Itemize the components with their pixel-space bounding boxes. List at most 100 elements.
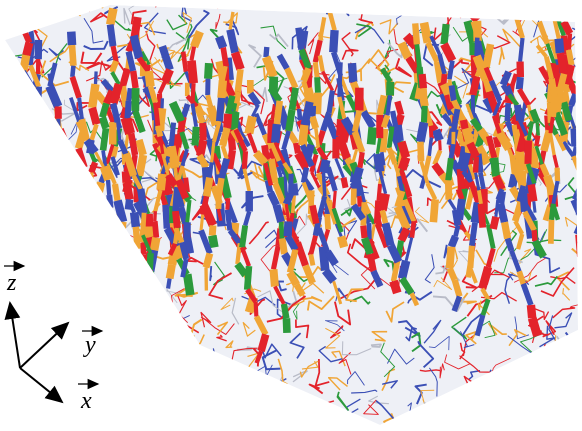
- thick-strand: [451, 209, 462, 227]
- thick-strand: [308, 235, 318, 256]
- thin-strand: [562, 288, 571, 301]
- thick-strand: [207, 162, 214, 178]
- thick-strand: [300, 100, 314, 126]
- thick-strand: [39, 112, 50, 138]
- thick-strand: [576, 177, 578, 189]
- thick-strand: [234, 261, 249, 278]
- thin-strand: [469, 5, 483, 11]
- thick-strand: [110, 71, 121, 86]
- thick-strand: [469, 75, 481, 96]
- thick-strand: [514, 17, 525, 39]
- thin-strand: [40, 274, 47, 288]
- thick-strand: [56, 228, 68, 251]
- thick-strand: [200, 195, 210, 216]
- thick-strand: [156, 173, 167, 191]
- thick-strand: [129, 34, 144, 60]
- thick-strand: [294, 241, 309, 267]
- thick-strand: [317, 55, 325, 72]
- thick-strand: [386, 146, 398, 165]
- thin-strand: [534, 275, 558, 287]
- thick-strand: [146, 270, 159, 292]
- thin-strand: [459, 355, 495, 373]
- thick-strand: [30, 96, 42, 115]
- thick-strand: [111, 183, 121, 202]
- thick-strand: [438, 140, 442, 151]
- thick-strand: [158, 45, 174, 71]
- thick-strand: [215, 97, 225, 122]
- thick-strand: [268, 158, 279, 184]
- thick-strand: [334, 158, 345, 179]
- thick-strand: [555, 73, 568, 98]
- thin-strand: [168, 349, 180, 377]
- thin-strand: [433, 15, 450, 42]
- thin-strand: [341, 31, 354, 57]
- thin-strand: [107, 303, 123, 312]
- thick-strand: [457, 145, 468, 170]
- thick-strand: [44, 129, 57, 150]
- thin-strand: [96, 381, 113, 412]
- thin-strand: [19, 94, 40, 106]
- thick-strand: [312, 39, 323, 63]
- thin-strand: [32, 5, 49, 10]
- thick-strand: [57, 197, 68, 217]
- thick-strand: [111, 218, 122, 232]
- thick-strand: [157, 80, 168, 95]
- thin-strand: [215, 13, 221, 30]
- thick-strand: [109, 59, 119, 74]
- thick-strand: [251, 104, 260, 118]
- z-label: z: [6, 270, 17, 296]
- thin-strand: [542, 320, 557, 338]
- thin-strand: [5, 5, 8, 13]
- thick-strand: [504, 120, 517, 137]
- thick-strand: [234, 68, 244, 93]
- thin-strand: [216, 321, 229, 336]
- thick-strand: [337, 235, 349, 249]
- thick-strand: [203, 62, 213, 79]
- thin-strand: [192, 405, 213, 419]
- thick-strand: [326, 90, 335, 114]
- thick-strand: [94, 209, 106, 226]
- thick-strand: [276, 159, 288, 175]
- thin-strand: [143, 361, 163, 389]
- thick-strand: [155, 125, 164, 138]
- thick-strand: [12, 65, 18, 84]
- thick-strand: [319, 159, 331, 174]
- thick-strand: [21, 95, 34, 113]
- thin-strand: [80, 294, 110, 307]
- thick-strand: [109, 145, 119, 158]
- thick-strand: [377, 192, 390, 212]
- thin-strand: [414, 206, 430, 224]
- thick-strand: [105, 163, 117, 185]
- thick-strand: [535, 122, 540, 136]
- thick-strand: [41, 144, 54, 168]
- thick-strand: [30, 140, 36, 155]
- thick-strand: [253, 301, 259, 317]
- thin-strand: [295, 319, 310, 339]
- thick-strand: [129, 211, 141, 228]
- thin-strand: [127, 395, 159, 415]
- thick-strand: [309, 154, 319, 173]
- thick-strand: [321, 172, 327, 197]
- thick-strand: [397, 227, 411, 243]
- thin-strand: [509, 271, 532, 282]
- thin-strand: [455, 67, 478, 90]
- thick-strand: [470, 21, 480, 39]
- thick-strand: [570, 197, 578, 223]
- thick-strand: [272, 181, 286, 204]
- thick-strand: [247, 91, 262, 107]
- thin-strand: [349, 295, 371, 305]
- thick-strand: [126, 87, 133, 102]
- thick-strand: [441, 112, 456, 129]
- thin-strand: [498, 46, 505, 65]
- thick-strand: [447, 234, 459, 249]
- thick-strand: [513, 220, 525, 236]
- thick-strand: [38, 147, 53, 169]
- thin-strand: [159, 325, 174, 348]
- thick-strand: [105, 179, 112, 196]
- thin-strand: [44, 352, 70, 379]
- thin-strand: [270, 403, 285, 425]
- thin-strand: [572, 368, 578, 384]
- thick-strand: [276, 176, 289, 199]
- thin-strand: [444, 354, 471, 370]
- thick-strand: [314, 77, 321, 93]
